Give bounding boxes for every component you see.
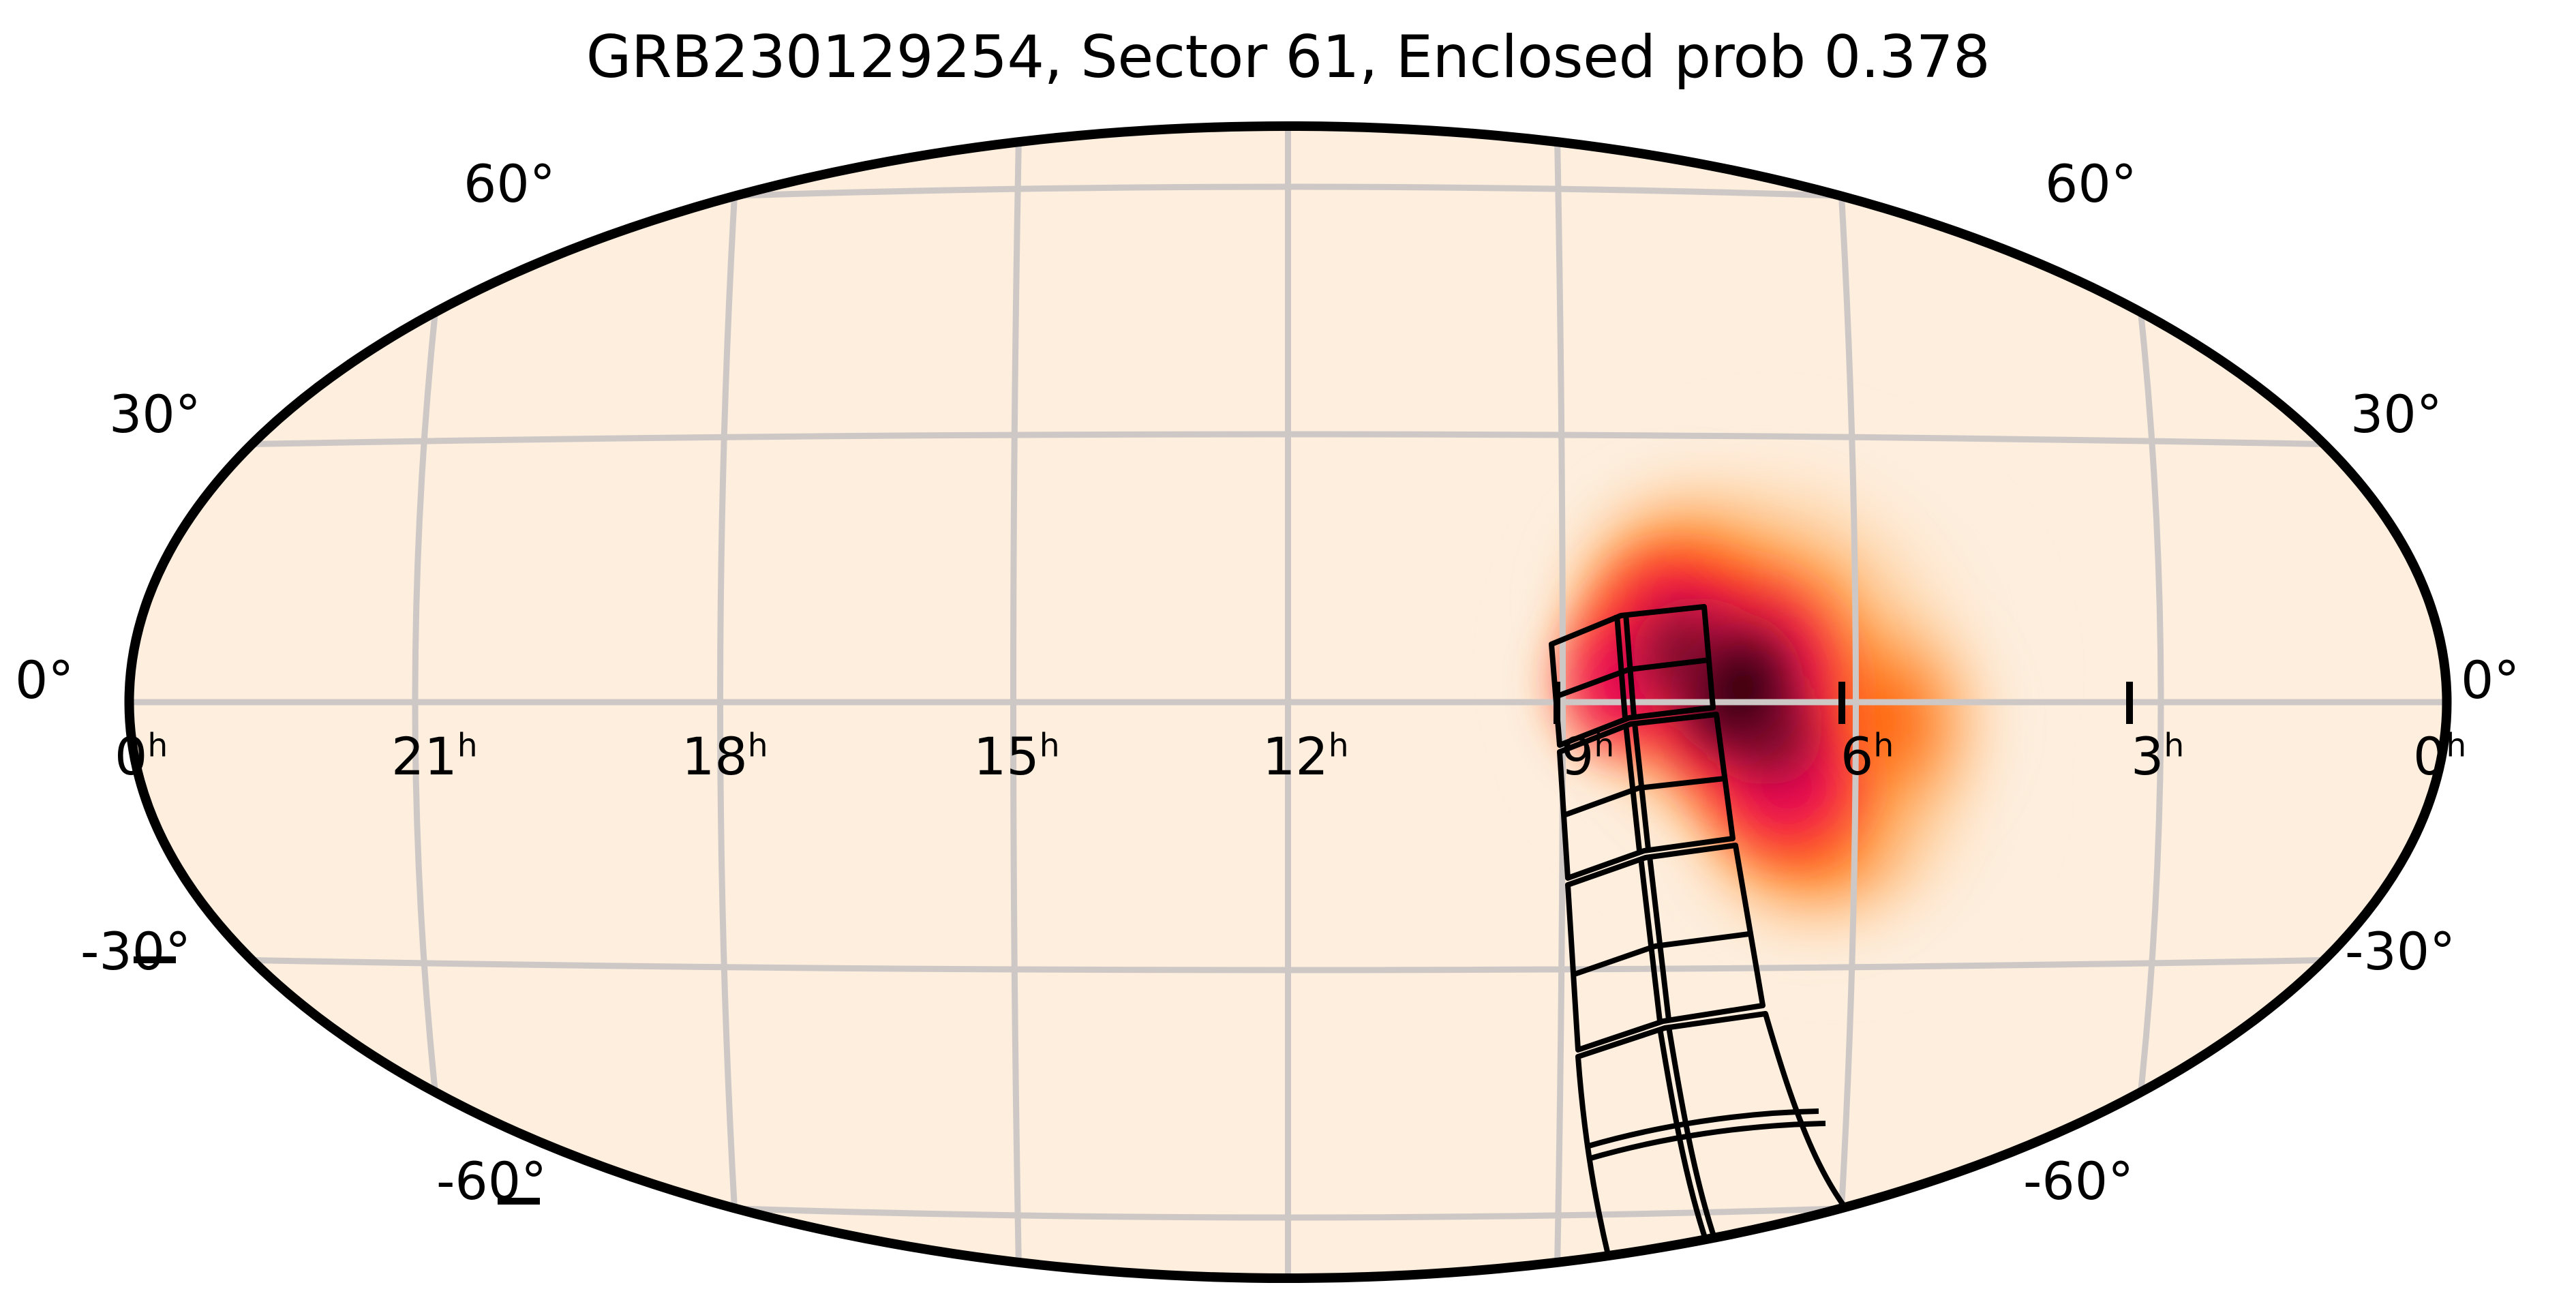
ra-label-value: 15: [973, 726, 1040, 787]
dec-label-left-0: 0°: [15, 650, 74, 710]
ra-label-21h: 21h: [391, 730, 478, 783]
meridian-9h: [1554, 126, 1566, 1278]
footprint-camera-1: [1549, 604, 1716, 748]
ra-label-12h: 12h: [1262, 730, 1349, 783]
ra-label-unit: h: [1873, 727, 1894, 765]
ra-label-9h: 9h: [1561, 730, 1614, 783]
probability-heatmap-core: [1674, 627, 1800, 764]
footprint-camera-4-split: [1666, 1026, 1724, 1259]
footprint-camera-4-mid: [1587, 1121, 1826, 1162]
dec-label-left-m60: -60°: [436, 1151, 547, 1211]
footprint-camera-3-split: [1647, 856, 1671, 1021]
tick-marks: [134, 682, 2133, 1205]
map-border: [124, 121, 2452, 1283]
footprint-camera-2-mid: [1562, 776, 1725, 818]
sector-footprint: [1549, 604, 1884, 1269]
meridian-18h: [717, 130, 742, 1275]
ra-label-3h: 3h: [2131, 730, 2184, 783]
footprint-camera-1-split-b: [1614, 614, 1628, 719]
dec-label-left-60: 60°: [464, 153, 556, 214]
figure-title: GRB230129254, Sector 61, Enclosed prob 0…: [586, 23, 1990, 91]
ra-label-value: 21: [391, 726, 457, 787]
ra-label-unit: h: [1328, 727, 1349, 765]
ra-label-unit: h: [457, 727, 478, 765]
ra-label-value: 18: [682, 726, 748, 787]
ra-label-value: 0: [115, 726, 148, 787]
dec-label-right-m60: -60°: [2023, 1151, 2134, 1211]
ra-label-value: 3: [2131, 726, 2164, 787]
ra-label-unit: h: [147, 727, 168, 765]
footprint-camera-3-mid: [1571, 931, 1750, 978]
meridian-15h: [1010, 126, 1022, 1278]
dec-label-left-m30: -30°: [80, 921, 192, 982]
dec-label-right-m30: -30°: [2345, 921, 2456, 982]
footprint-camera-4-split-b: [1657, 1027, 1715, 1260]
ra-label-unit: h: [1594, 727, 1615, 765]
ra-label-0h-right: 0h: [2413, 730, 2466, 783]
footprint-camera-3: [1565, 843, 1766, 1053]
footprint-camera-4-mid-b: [1585, 1108, 1819, 1149]
ra-label-unit: h: [2446, 727, 2467, 765]
footprint-camera-2-split-b: [1623, 723, 1642, 851]
ra-label-0h-left: 0h: [115, 730, 168, 783]
ra-label-unit: h: [1039, 727, 1060, 765]
dec-label-left-30: 30°: [109, 384, 201, 444]
footprint-camera-3-split-b: [1638, 857, 1663, 1022]
ra-label-15h: 15h: [973, 730, 1060, 783]
meridian-3h: [2121, 170, 2164, 1234]
ra-label-18h: 18h: [682, 730, 768, 783]
ra-label-value: 9: [1561, 726, 1594, 787]
meridian-6h: [1834, 130, 1859, 1275]
meridian-21h: [412, 170, 455, 1234]
ra-label-unit: h: [747, 727, 768, 765]
footprint-camera-1-split: [1623, 613, 1637, 717]
footprint-camera-2: [1557, 712, 1736, 881]
dec-label-right-0: 0°: [2461, 650, 2520, 710]
dec-label-right-30: 30°: [2350, 384, 2442, 444]
ra-label-value: 6: [1840, 726, 1874, 787]
ra-label-unit: h: [2164, 727, 2185, 765]
ra-label-6h: 6h: [1840, 730, 1894, 783]
ra-label-value: 12: [1262, 726, 1329, 787]
graticule: [129, 126, 2447, 1278]
ra-label-value: 0: [2413, 726, 2446, 787]
footprint-camera-1-mid: [1554, 657, 1710, 699]
dec-label-right-60: 60°: [2045, 153, 2137, 214]
